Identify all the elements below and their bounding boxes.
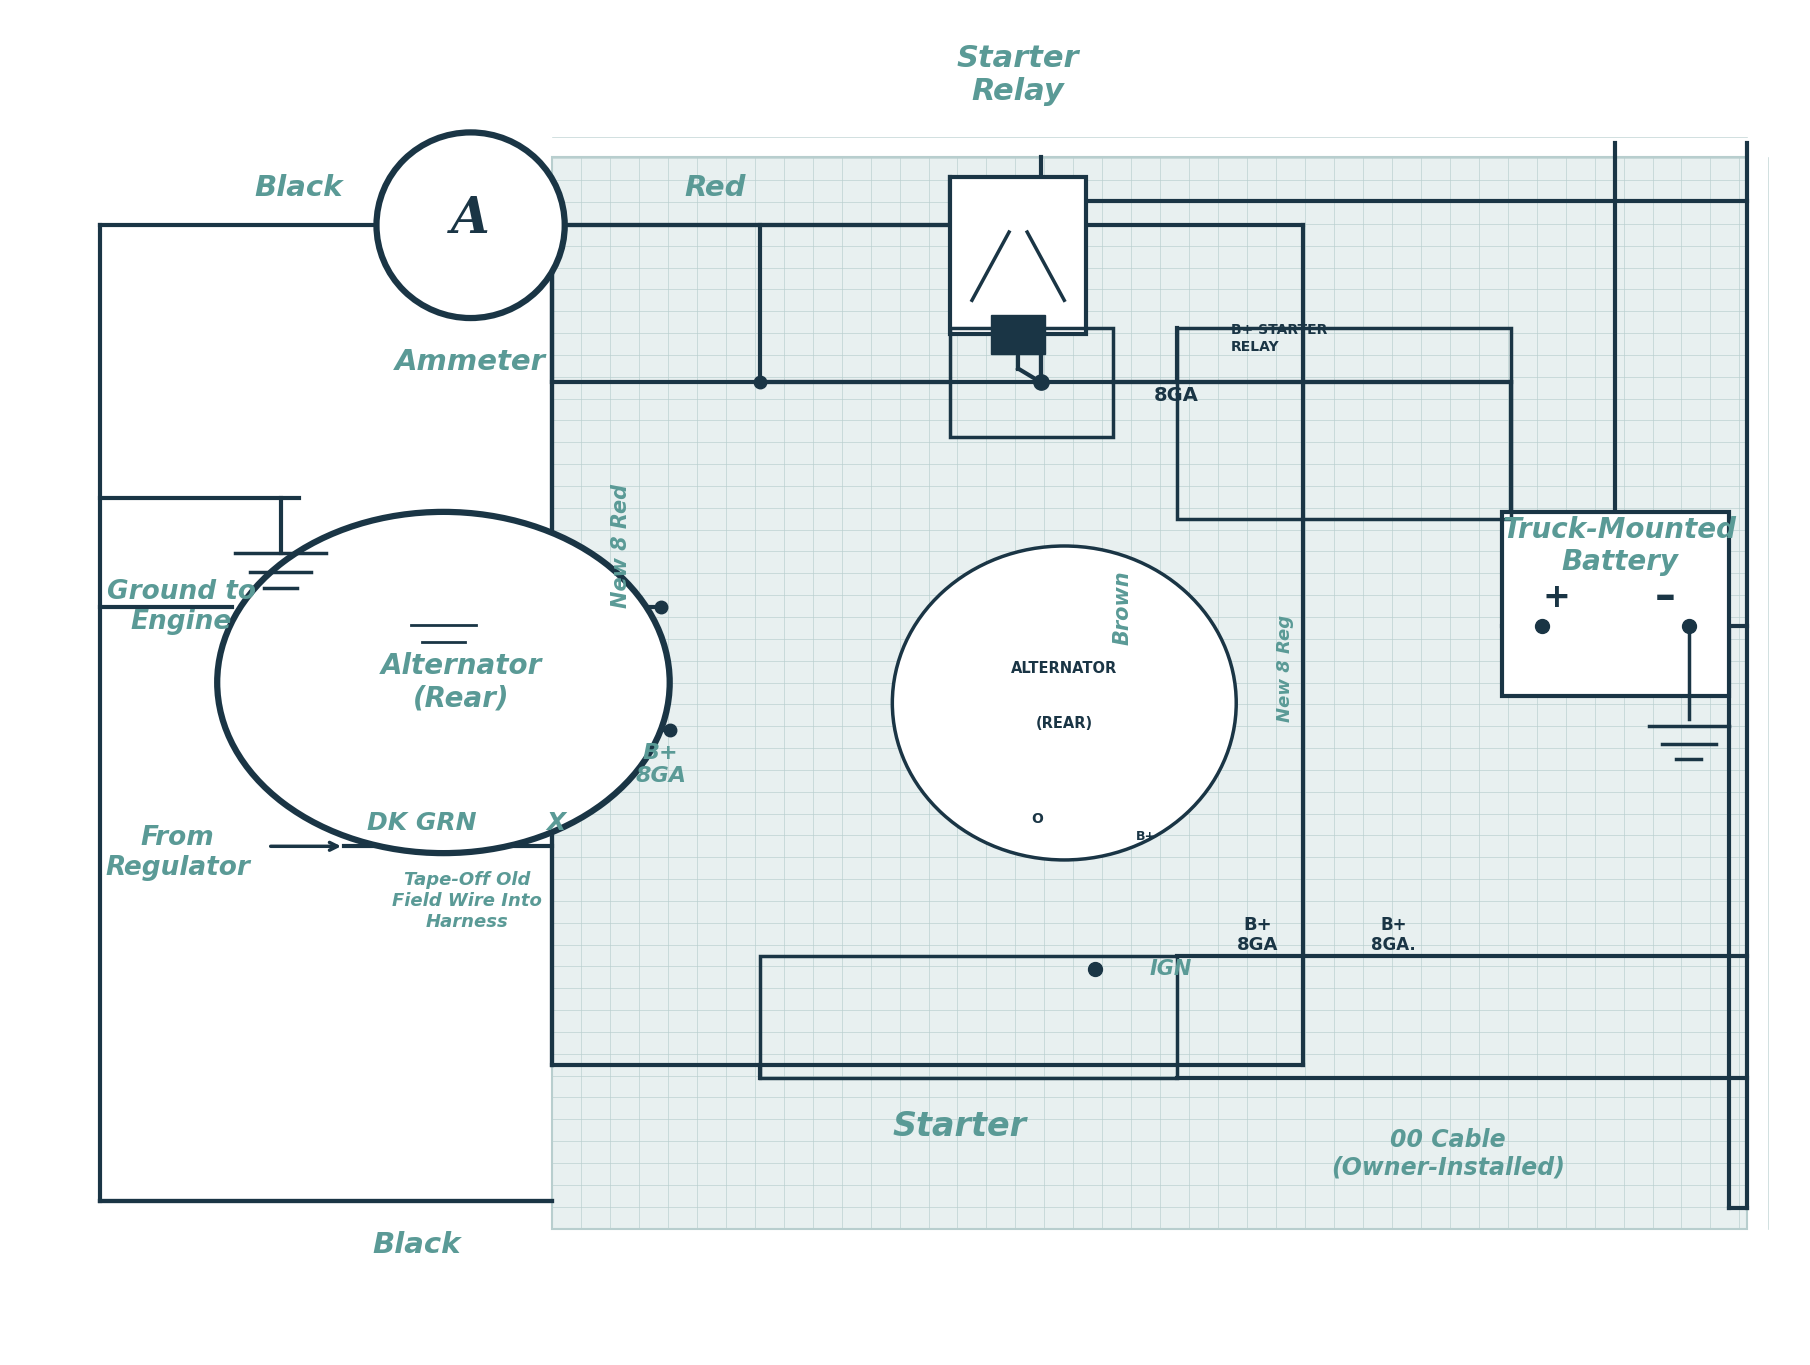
Text: B+: B+ xyxy=(1135,830,1157,844)
Text: Ground to
Engine: Ground to Engine xyxy=(107,579,255,636)
Text: From
Regulator: From Regulator xyxy=(105,824,250,882)
Text: New 8 Reg: New 8 Reg xyxy=(1276,616,1294,722)
Bar xyxy=(552,157,1747,1228)
Ellipse shape xyxy=(376,132,565,318)
Text: Starter: Starter xyxy=(892,1110,1026,1143)
Bar xyxy=(950,177,1086,334)
Text: Alternator
(Rear): Alternator (Rear) xyxy=(380,652,543,713)
Text: B+
8GA: B+ 8GA xyxy=(635,743,686,786)
Text: (REAR): (REAR) xyxy=(1035,717,1093,730)
Text: +: + xyxy=(1542,580,1571,614)
Text: Ammeter: Ammeter xyxy=(395,348,547,375)
Text: O: O xyxy=(1032,812,1043,826)
Text: 8GA: 8GA xyxy=(1155,386,1198,405)
Text: X: X xyxy=(547,811,565,835)
Text: Red: Red xyxy=(684,175,746,202)
Text: New 8 Red: New 8 Red xyxy=(610,485,632,607)
Bar xyxy=(992,315,1046,354)
Text: A: A xyxy=(451,195,491,244)
Text: B+
8GA.: B+ 8GA. xyxy=(1372,916,1415,954)
Bar xyxy=(950,328,1113,437)
Text: IGN: IGN xyxy=(1149,960,1191,979)
Text: –: – xyxy=(1654,576,1676,618)
Bar xyxy=(1176,328,1511,519)
Bar xyxy=(1502,512,1729,696)
Text: DK GRN: DK GRN xyxy=(367,811,476,835)
Ellipse shape xyxy=(892,546,1236,860)
Text: Truck-Mounted
Battery: Truck-Mounted Battery xyxy=(1502,516,1738,576)
Text: Brown: Brown xyxy=(1111,571,1133,644)
Text: Black: Black xyxy=(373,1231,460,1259)
Text: Starter
Relay: Starter Relay xyxy=(957,44,1079,106)
Text: Black: Black xyxy=(255,175,342,202)
Text: ALTERNATOR: ALTERNATOR xyxy=(1012,662,1117,676)
Bar xyxy=(760,955,1176,1078)
Text: B+ STARTER
RELAY: B+ STARTER RELAY xyxy=(1231,324,1327,354)
Text: Tape-Off Old
Field Wire Into
Harness: Tape-Off Old Field Wire Into Harness xyxy=(393,871,541,931)
Text: B+
8GA: B+ 8GA xyxy=(1238,916,1278,954)
Circle shape xyxy=(217,512,670,853)
Text: 00 Cable
(Owner-Installed): 00 Cable (Owner-Installed) xyxy=(1330,1127,1566,1179)
